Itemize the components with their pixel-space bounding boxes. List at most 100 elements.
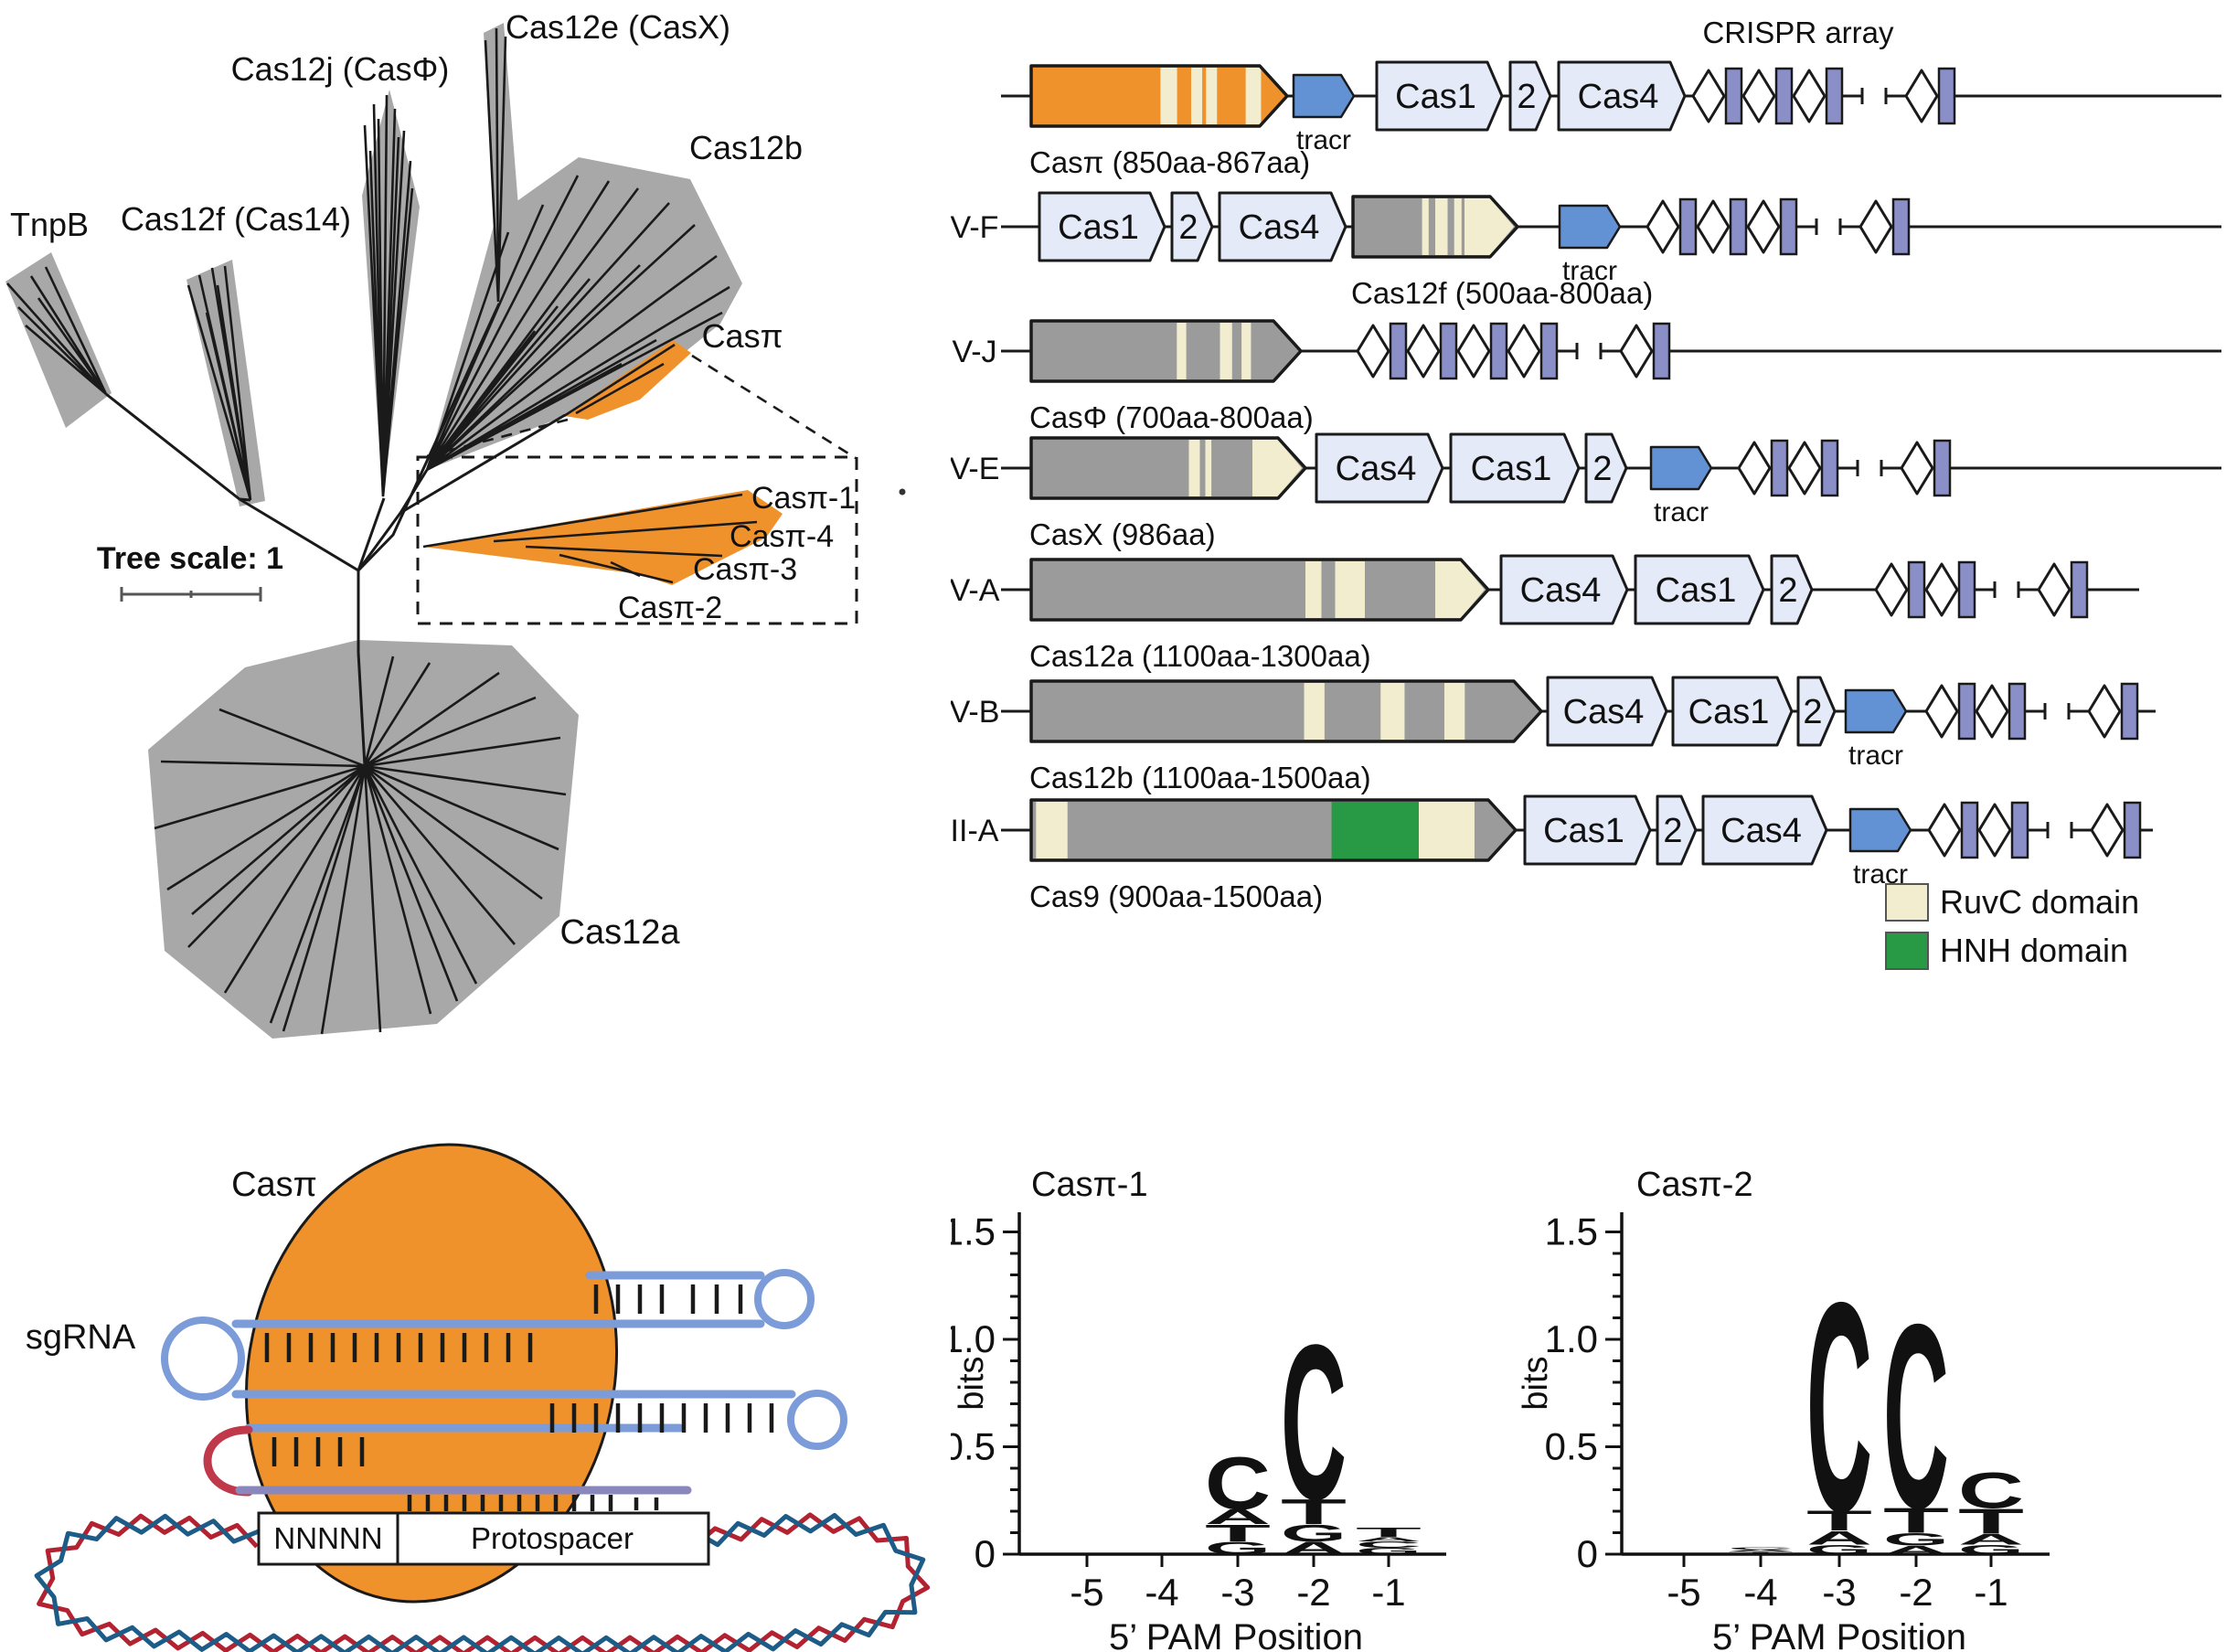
crispr-spacer-diamond [1792, 69, 1827, 123]
logo-x-tick-label: -5 [1070, 1571, 1103, 1614]
locus-row: V-E CasX (986aa) Cas4 Cas1 2 tracr [951, 432, 1952, 551]
gene-label: Casπ (850aa-867aa) [1029, 145, 1310, 179]
crispr-spacer-diamond [1406, 324, 1441, 378]
logo-letter-T: T [1806, 1505, 1872, 1537]
caspi-rnp-schematic-panel: NNNNN Protospacer Casπ sgRNA [26, 1143, 931, 1652]
gene-outline [1029, 558, 1490, 622]
gene-domain-stripe [1177, 323, 1187, 379]
inset-box [416, 455, 858, 625]
logo-letter-C: C [1281, 1300, 1347, 1546]
logo-x-tick-label: -4 [1145, 1571, 1178, 1614]
logo-y-tick-label: 1.5 [1545, 1210, 1598, 1253]
crispr-repeat-rect [1957, 560, 1976, 619]
locus-type-label: V-J [952, 335, 996, 369]
locus-row: V-F Cas1 2 Cas4 Cas12f (500aa-800aa)tracr [951, 191, 1911, 310]
legend-label: HNH domain [1940, 932, 2128, 969]
inset-caspi-clade [423, 490, 783, 585]
logo-letter-T: T [1281, 1492, 1347, 1532]
inset-dot [899, 488, 906, 496]
pam-label: NNNNN [273, 1521, 382, 1555]
cas-gene-label: 2 [1178, 208, 1198, 247]
sgrna-hairpin-loop [161, 1316, 245, 1401]
cas-gene-label: Cas4 [1520, 571, 1602, 610]
crispr-repeat-rect [1489, 322, 1508, 380]
crispr-array-label: CRISPR array [1702, 16, 1894, 49]
caspi-branch [575, 362, 665, 415]
logo-x-tick-label: -2 [1296, 1571, 1330, 1614]
cas-gene-label: Cas1 [1058, 208, 1139, 247]
label-caspi-1: Casπ-1 [751, 481, 856, 516]
cas-gene-label: 2 [1663, 812, 1682, 850]
logo-y-tick-label: 0.5 [951, 1425, 996, 1468]
caspi-protein-label: Casπ [231, 1166, 317, 1204]
locus-type-label: V-B [951, 695, 999, 730]
cas-gene-cas1 [1523, 794, 1652, 866]
cas-gene-2 [1796, 676, 1837, 747]
label-caspi-2: Casπ-2 [618, 591, 722, 625]
gene-body [1031, 560, 1488, 620]
gene-tip-domain [1464, 198, 1514, 255]
phylogenetic-tree-panel: Tree scale: 1 TnpB Cas12f (Cas14) Cas12j… [5, 8, 906, 1039]
cas-gene-label: Cas4 [1563, 693, 1645, 731]
tracr-label: tracr [1654, 497, 1709, 528]
gene-domain-stripe [1191, 68, 1203, 124]
logo-letter-A: A [1205, 1506, 1271, 1529]
gene-label: CasX (986aa) [1029, 517, 1216, 551]
cas-gene-label: Cas1 [1471, 450, 1552, 488]
logo-y-tick-label: 0.5 [1545, 1425, 1598, 1468]
caspi-branch [563, 343, 676, 418]
gene-domain-stripe [1206, 68, 1218, 124]
gene-outline [1029, 319, 1303, 383]
gene-domain-stripe [1443, 683, 1465, 740]
tree-scale-label: Tree scale: 1 [97, 541, 283, 576]
cas-gene-2 [1584, 432, 1628, 504]
gene-domain-stripe [1036, 802, 1068, 858]
cas-gene-2 [1770, 554, 1814, 625]
gene-outline [1351, 195, 1519, 259]
crispr-repeat-rect [2123, 801, 2142, 859]
gene-label: Cas12a (1100aa-1300aa) [1029, 639, 1371, 673]
logo-x-tick-label: -3 [1822, 1571, 1856, 1614]
cas-gene-2 [1508, 60, 1552, 132]
crispr-repeat-rect [2120, 682, 2139, 741]
crispr-repeat-rect [1779, 197, 1798, 256]
crispr-repeat-rect [1389, 322, 1408, 380]
crispr-spacer-diamond [1507, 324, 1541, 378]
cas-gene-label: Cas1 [1656, 571, 1737, 610]
tree-scale-bar [120, 587, 262, 602]
label-caspi: Casπ [702, 317, 783, 355]
cas-gene-cas4 [1557, 60, 1687, 132]
logo-letter-T: T [1958, 1502, 2024, 1542]
pam-logo-2: TACGATCAGTCGATC00.51.01.5-5-4-3-2-1Casπ-… [1517, 1166, 2050, 1652]
crispr-repeat-rect [1770, 439, 1789, 497]
logo-xlabel: 5’ PAM Position [1109, 1617, 1363, 1652]
logo-ylabel: bits [953, 1356, 991, 1410]
cas-gene-cas4 [1218, 191, 1347, 262]
locus-type-label: V-F [951, 210, 998, 245]
gene-domain-stripe [1304, 683, 1325, 740]
crispr-spacer-diamond [1746, 199, 1781, 254]
protospacer-label: Protospacer [471, 1521, 634, 1555]
logo-x-tick-label: -2 [1899, 1571, 1933, 1614]
crispr-repeat-rect [1820, 439, 1839, 497]
gene-outline [1029, 798, 1518, 862]
crispr-spacer-diamond [2090, 803, 2125, 858]
cas-gene-label: Cas1 [1688, 693, 1770, 731]
logo-y-tick-label: 1.0 [1545, 1317, 1598, 1360]
crispr-repeat-rect [2070, 560, 2089, 619]
clade-fan-lines [6, 27, 730, 1035]
crispr-spacer-diamond [1924, 562, 1959, 617]
cas-gene-label: 2 [1778, 571, 1797, 610]
crispr-spacer-diamond [1927, 803, 1962, 858]
crispr-repeat-rect [1439, 322, 1458, 380]
logo-letter-C: C [1806, 1241, 1872, 1574]
crispr-spacer-diamond [2037, 562, 2072, 617]
clade-cas12f [186, 260, 265, 506]
gene-label: Cas9 (900aa-1500aa) [1029, 879, 1323, 913]
cas-gene-2 [1656, 794, 1698, 866]
gene-domain-stripe [1305, 561, 1322, 618]
logo-letter-A: A [1356, 1536, 1422, 1542]
tracr-label: tracr [1296, 125, 1351, 155]
crispr-spacer-diamond [1924, 684, 1959, 739]
